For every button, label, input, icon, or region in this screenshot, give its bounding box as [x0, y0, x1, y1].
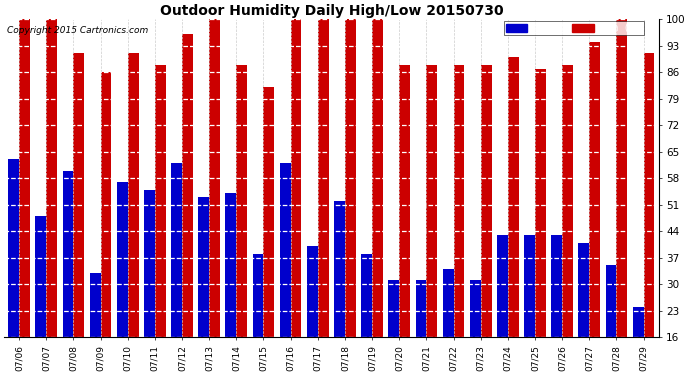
Bar [551, 235, 562, 375]
Bar [198, 197, 209, 375]
Bar [90, 273, 101, 375]
Bar [508, 57, 519, 375]
Bar [253, 254, 264, 375]
Bar [633, 307, 644, 375]
Bar [362, 254, 372, 375]
Bar [46, 20, 57, 375]
Bar [144, 190, 155, 375]
Bar [209, 20, 220, 375]
Bar [589, 42, 600, 375]
Bar [562, 65, 573, 375]
Bar [644, 53, 655, 375]
Bar [334, 201, 345, 375]
Legend: Low  (%), High  (%): Low (%), High (%) [504, 21, 644, 35]
Bar [470, 280, 481, 375]
Bar [497, 235, 508, 375]
Bar [481, 65, 491, 375]
Bar [171, 163, 182, 375]
Bar [616, 20, 627, 375]
Bar [35, 216, 46, 375]
Bar [8, 159, 19, 375]
Bar [318, 20, 328, 375]
Bar [578, 243, 589, 375]
Bar [307, 246, 318, 375]
Bar [372, 20, 383, 375]
Text: Copyright 2015 Cartronics.com: Copyright 2015 Cartronics.com [8, 26, 148, 35]
Bar [606, 265, 616, 375]
Bar [453, 65, 464, 375]
Bar [426, 65, 437, 375]
Bar [128, 53, 139, 375]
Bar [264, 87, 275, 375]
Bar [182, 34, 193, 375]
Bar [290, 20, 302, 375]
Bar [345, 20, 356, 375]
Bar [101, 72, 111, 375]
Bar [388, 280, 400, 375]
Bar [155, 65, 166, 375]
Bar [415, 280, 426, 375]
Bar [535, 69, 546, 375]
Bar [524, 235, 535, 375]
Bar [237, 65, 247, 375]
Bar [73, 53, 84, 375]
Bar [400, 65, 410, 375]
Bar [63, 171, 73, 375]
Bar [279, 163, 290, 375]
Bar [226, 194, 237, 375]
Bar [19, 20, 30, 375]
Title: Outdoor Humidity Daily High/Low 20150730: Outdoor Humidity Daily High/Low 20150730 [159, 4, 503, 18]
Bar [443, 269, 453, 375]
Bar [117, 182, 128, 375]
